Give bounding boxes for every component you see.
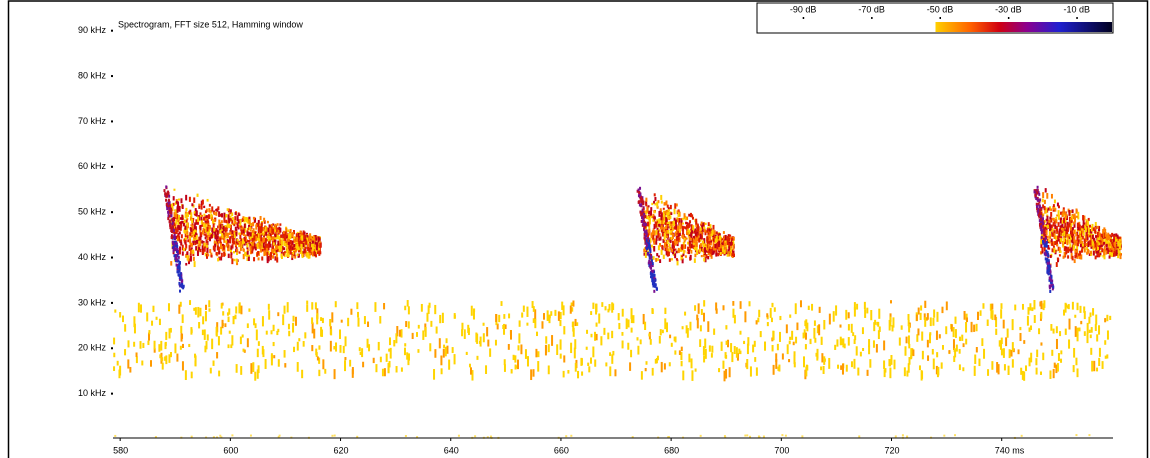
y-tick-label: 60 kHz — [78, 161, 107, 171]
colorbar-tick-label: -30 dB — [995, 4, 1022, 14]
y-tick — [111, 393, 113, 395]
x-tick-label: 720 — [885, 445, 900, 455]
x-tick-label: 740 ms — [995, 445, 1025, 455]
x-tick-label: 580 — [113, 445, 128, 455]
y-tick-label: 40 kHz — [78, 252, 107, 262]
y-tick-label: 80 kHz — [78, 70, 107, 80]
colorbar-tick — [1008, 17, 1010, 19]
colorbar-tick-label: -90 dB — [790, 4, 817, 14]
colorbar — [759, 22, 1112, 32]
x-tick-label: 620 — [334, 445, 349, 455]
colorbar-tick-label: -70 dB — [858, 4, 885, 14]
colorbar-tick-label: -10 dB — [1064, 4, 1091, 14]
y-tick — [111, 257, 113, 259]
y-tick — [111, 211, 113, 213]
x-tick-label: 660 — [554, 445, 569, 455]
y-tick — [111, 302, 113, 304]
y-tick — [111, 30, 113, 32]
colorbar-tick — [871, 17, 873, 19]
colorbar-tick — [803, 17, 805, 19]
colorbar-tick — [940, 17, 942, 19]
x-tick-label: 700 — [774, 445, 789, 455]
x-tick-label: 640 — [444, 445, 459, 455]
colorbar-tick-label: -50 dB — [927, 4, 954, 14]
y-tick-label: 50 kHz — [78, 207, 107, 217]
y-tick-label: 10 kHz — [78, 388, 107, 398]
y-tick — [111, 166, 113, 168]
x-tick-label: 600 — [223, 445, 238, 455]
y-tick — [111, 75, 113, 77]
y-tick-label: 20 kHz — [78, 343, 107, 353]
x-tick-label: 680 — [664, 445, 679, 455]
spectrogram-texture — [113, 185, 1122, 439]
y-tick-label: 70 kHz — [78, 116, 107, 126]
y-tick-label: 90 kHz — [78, 25, 107, 35]
chart-title: Spectrogram, FFT size 512, Hamming windo… — [118, 19, 303, 29]
y-tick — [111, 120, 113, 122]
y-tick-label: 30 kHz — [78, 297, 107, 307]
colorbar-tick — [1076, 17, 1078, 19]
y-tick — [111, 347, 113, 349]
